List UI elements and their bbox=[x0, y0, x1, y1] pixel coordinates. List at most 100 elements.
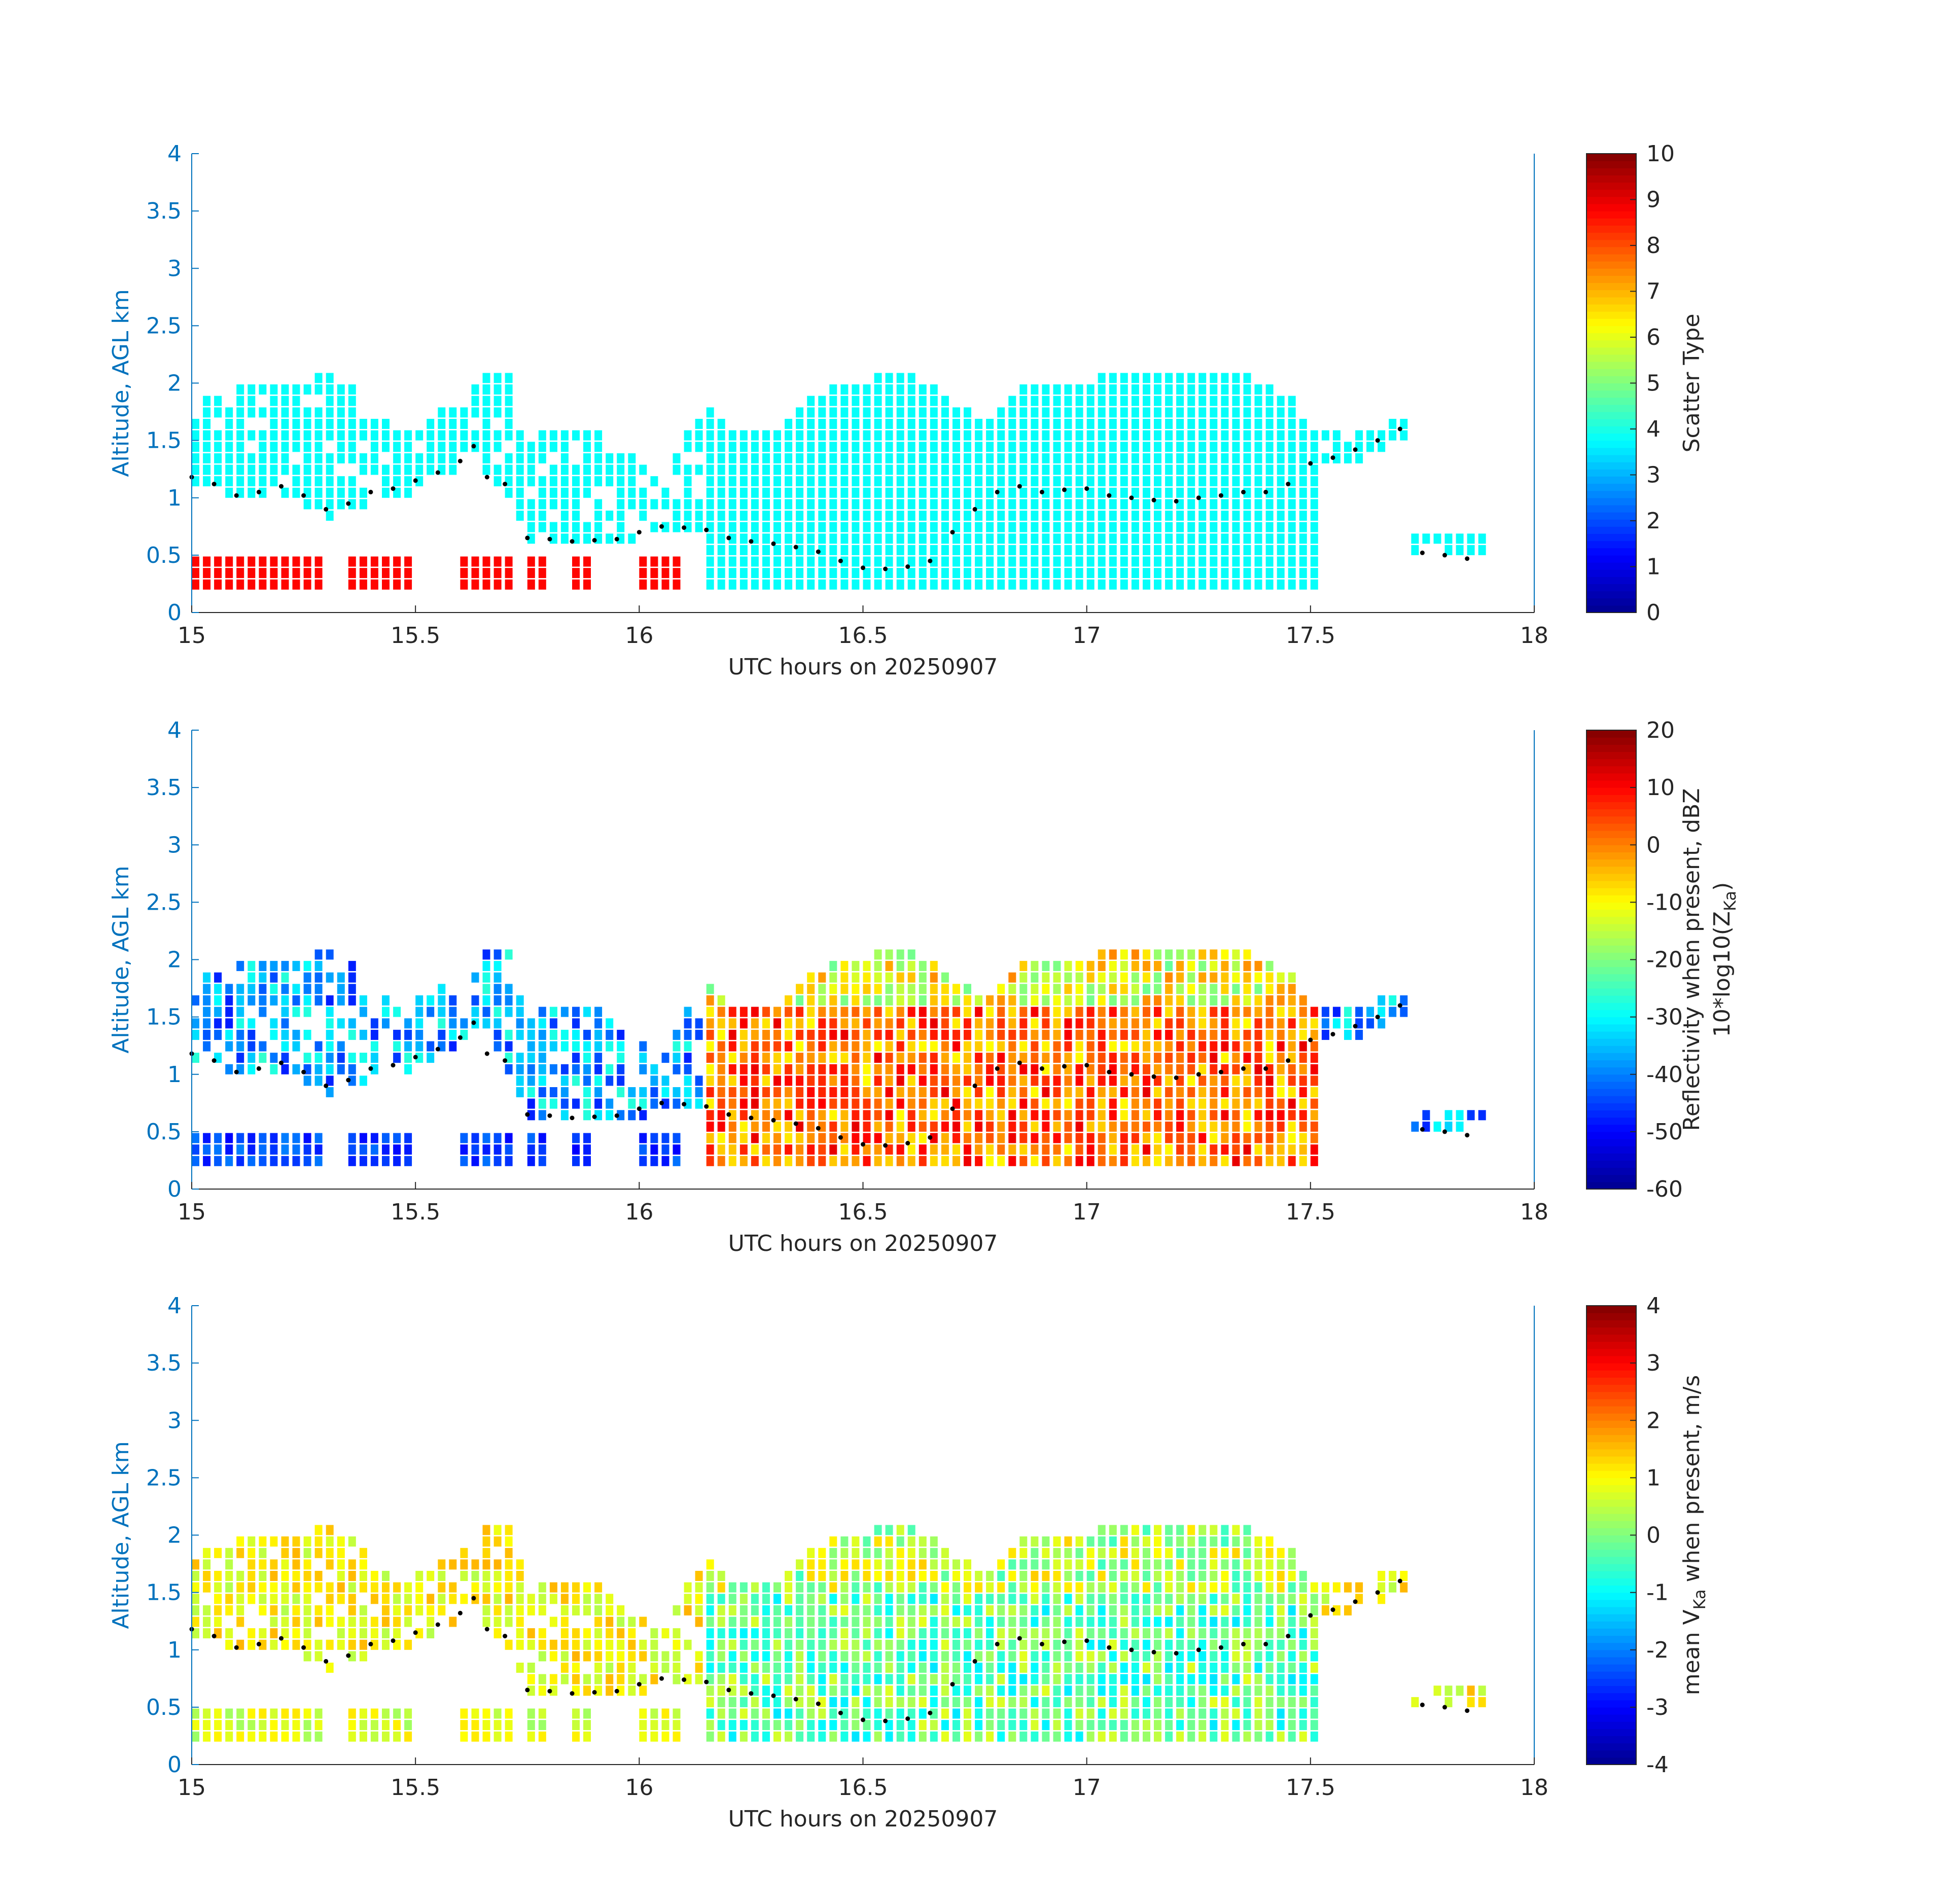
heatmap-cell bbox=[1120, 1663, 1128, 1673]
heatmap-cell bbox=[303, 453, 311, 463]
heatmap-cell bbox=[1198, 419, 1207, 429]
heatmap-cell bbox=[1109, 384, 1117, 395]
colorbar-segment bbox=[1586, 369, 1636, 376]
heatmap-cell bbox=[1098, 1605, 1106, 1615]
heatmap-cell bbox=[1031, 1639, 1039, 1650]
heatmap-cell bbox=[762, 568, 770, 579]
heatmap-cell bbox=[930, 579, 938, 590]
heatmap-cell bbox=[1198, 1007, 1207, 1017]
heatmap-cell bbox=[896, 1559, 904, 1570]
heatmap-cell bbox=[1210, 1041, 1218, 1052]
heatmap-cell bbox=[1064, 568, 1072, 579]
heatmap-cell bbox=[1288, 1548, 1296, 1558]
heatmap-cell bbox=[606, 1064, 614, 1074]
heatmap-cell bbox=[1232, 1041, 1240, 1052]
heatmap-cell bbox=[505, 1029, 513, 1040]
heatmap-cell bbox=[975, 1571, 983, 1581]
heatmap-cell bbox=[1254, 1628, 1262, 1639]
heatmap-cell bbox=[370, 1571, 378, 1581]
heatmap-cell bbox=[1210, 1628, 1218, 1639]
heatmap-cell bbox=[1221, 1582, 1229, 1593]
heatmap-cell bbox=[1265, 522, 1274, 532]
heatmap-cell bbox=[953, 1628, 960, 1639]
heatmap-cell bbox=[739, 1087, 748, 1097]
heatmap-cell bbox=[695, 1605, 703, 1615]
heatmap-cell bbox=[214, 1156, 222, 1166]
heatmap-cell bbox=[1187, 533, 1195, 544]
heatmap-cell bbox=[225, 984, 233, 994]
heatmap-cell bbox=[919, 1559, 927, 1570]
heatmap-cell bbox=[807, 430, 815, 441]
heatmap-cell bbox=[348, 579, 356, 590]
heatmap-cell bbox=[684, 1041, 692, 1052]
heatmap-cell bbox=[1031, 1041, 1039, 1052]
heatmap-cell bbox=[203, 1628, 211, 1639]
heatmap-cell bbox=[852, 1663, 860, 1673]
heatmap-cell bbox=[1176, 1697, 1184, 1707]
heatmap-cell bbox=[236, 1133, 244, 1143]
heatmap-cell bbox=[1042, 1121, 1050, 1132]
heatmap-cell bbox=[907, 1133, 915, 1143]
heatmap-cell bbox=[1008, 511, 1016, 521]
heatmap-cell bbox=[919, 453, 927, 463]
heatmap-cell bbox=[785, 1663, 793, 1673]
y-tick-label: 1.5 bbox=[146, 428, 182, 454]
heatmap-cell bbox=[538, 568, 546, 579]
heatmap-cell bbox=[695, 430, 703, 441]
heatmap-cell bbox=[896, 511, 904, 521]
heatmap-cell bbox=[1221, 430, 1229, 441]
heatmap-cell bbox=[1131, 1605, 1139, 1615]
colorbar-tick-label: -60 bbox=[1646, 1176, 1683, 1202]
heatmap-cell bbox=[818, 1559, 826, 1570]
heatmap-cell bbox=[337, 984, 345, 994]
heatmap-cell bbox=[941, 453, 949, 463]
heatmap-cell bbox=[1109, 1098, 1117, 1109]
heatmap-cell bbox=[393, 1720, 401, 1731]
heatmap-cell bbox=[348, 419, 356, 429]
heatmap-cell bbox=[370, 419, 378, 429]
heatmap-cell bbox=[1008, 568, 1016, 579]
heatmap-cell bbox=[1176, 1708, 1184, 1719]
cloud-base-dot bbox=[816, 549, 821, 554]
heatmap-cell bbox=[337, 499, 345, 510]
heatmap-cell bbox=[1299, 1697, 1307, 1707]
heatmap-cell bbox=[1288, 511, 1296, 521]
heatmap-cell bbox=[281, 1594, 289, 1604]
y-tick-label: 1 bbox=[167, 485, 182, 511]
heatmap-cell bbox=[1031, 464, 1039, 475]
heatmap-cell bbox=[706, 1731, 714, 1742]
cloud-base-dot bbox=[1330, 1032, 1335, 1037]
heatmap-cell bbox=[248, 995, 256, 1005]
heatmap-cell bbox=[852, 961, 860, 972]
heatmap-cell bbox=[1075, 1731, 1083, 1742]
heatmap-cell bbox=[314, 568, 323, 579]
heatmap-cell bbox=[896, 1075, 904, 1086]
heatmap-cell bbox=[964, 1639, 971, 1650]
heatmap-cell bbox=[203, 1616, 211, 1627]
heatmap-cell bbox=[1019, 419, 1028, 429]
heatmap-cell bbox=[1232, 1156, 1240, 1166]
heatmap-cell bbox=[930, 1697, 938, 1707]
heatmap-cell bbox=[863, 522, 871, 532]
heatmap-cell bbox=[606, 476, 614, 487]
heatmap-cell bbox=[236, 1018, 244, 1029]
heatmap-cell bbox=[314, 442, 323, 452]
heatmap-cell bbox=[594, 1663, 603, 1673]
heatmap-cell bbox=[348, 1605, 356, 1615]
cloud-base-dot bbox=[279, 484, 284, 489]
heatmap-cell bbox=[583, 1720, 591, 1731]
x-tick-label: 16.5 bbox=[838, 623, 888, 649]
colorbar-segment bbox=[1586, 1478, 1636, 1486]
heatmap-cell bbox=[986, 1582, 994, 1593]
heatmap-cell bbox=[1143, 384, 1150, 395]
heatmap-cell bbox=[1198, 1663, 1207, 1673]
heatmap-cell bbox=[919, 1110, 927, 1121]
heatmap-cell bbox=[930, 568, 938, 579]
heatmap-cell bbox=[1042, 1639, 1050, 1650]
colorbar-segment bbox=[1586, 1571, 1636, 1578]
heatmap-cell bbox=[1310, 487, 1318, 498]
heatmap-cell bbox=[975, 522, 983, 532]
heatmap-cell bbox=[281, 1731, 289, 1742]
heatmap-cell bbox=[762, 1087, 770, 1097]
heatmap-cell bbox=[314, 384, 323, 395]
